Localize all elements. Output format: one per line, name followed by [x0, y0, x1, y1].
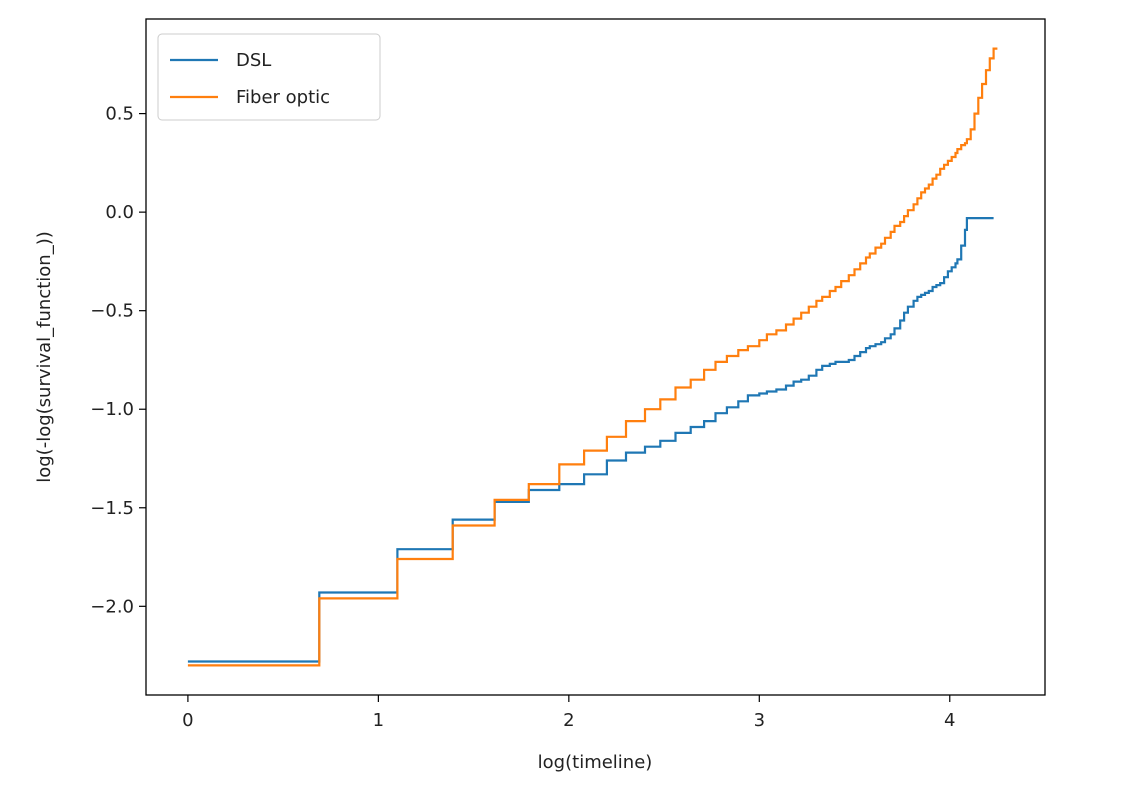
- y-axis-label: log(-log(survival_function_)): [34, 231, 55, 483]
- legend-box: [157, 33, 381, 121]
- x-tick-label: 4: [944, 710, 955, 731]
- y-tick-label: 0.0: [105, 202, 134, 223]
- series-line-fiber-optic: [187, 47, 998, 667]
- x-tick-label: 0: [182, 710, 193, 731]
- series-line-dsl: [187, 217, 994, 663]
- y-tick-label: −1.0: [90, 399, 134, 420]
- x-axis: 0 1 2 3 4: [182, 695, 955, 731]
- legend-label-fiber-optic: Fiber optic: [236, 87, 330, 108]
- y-tick-label: −1.5: [90, 498, 134, 519]
- x-tick-label: 3: [754, 710, 765, 731]
- legend: DSL Fiber optic: [157, 33, 381, 121]
- legend-label-dsl: DSL: [236, 50, 271, 71]
- plot-lines: [187, 47, 998, 667]
- y-tick-label: −0.5: [90, 301, 134, 322]
- x-tick-label: 2: [563, 710, 574, 731]
- y-axis: −2.0 −1.5 −1.0 −0.5 0.0 0.5: [90, 104, 146, 617]
- y-tick-label: 0.5: [105, 104, 134, 125]
- x-axis-label: log(timeline): [538, 752, 653, 773]
- x-tick-label: 1: [373, 710, 384, 731]
- plot-frame: [145, 18, 1046, 696]
- y-tick-label: −2.0: [90, 596, 134, 617]
